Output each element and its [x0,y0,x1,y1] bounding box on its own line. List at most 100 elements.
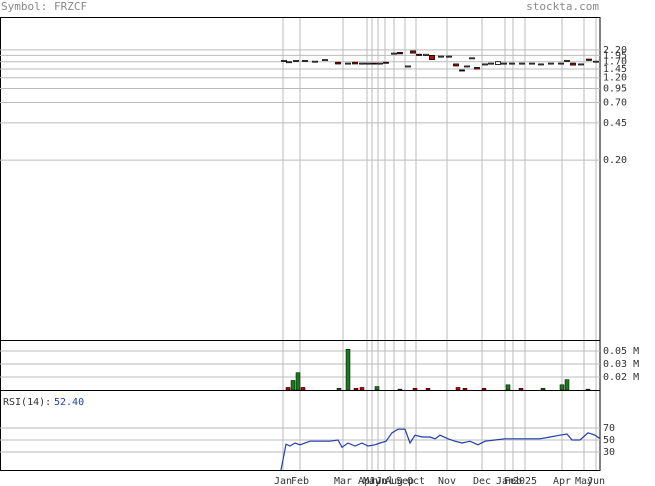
volume-bar [540,388,546,391]
volume-bar [295,372,301,391]
x-tick-label: Jun [587,476,605,486]
volume-bar [397,388,403,391]
y-tick-label: 0.02 M [603,372,639,383]
panel-frame [0,390,601,471]
candle-body [281,59,287,62]
candle-body [405,65,411,68]
candle-body [578,63,584,66]
y-tick-label: 2.20 [603,45,627,56]
x-tick-label: Aug [385,476,403,486]
x-tick-label: Feb [291,476,309,486]
candle-body [529,62,535,65]
x-tick-label: Apr [553,476,571,486]
y-tick-label: 0.45 [603,118,627,129]
x-tick-label: Dec [473,476,491,486]
candle-body [345,62,351,65]
candle-body [312,60,318,63]
y-tick-label: 0.95 [603,83,627,94]
y-tick-label: 1.95 [603,50,627,61]
candle-body [586,58,592,61]
x-tick-label: May [575,476,593,486]
x-tick-label: Jun [369,476,387,486]
x-tick-label: Jan [496,476,514,486]
y-tick-label: 0.20 [603,155,627,166]
y-tick-label: 1.70 [603,57,627,68]
y-tick-label: 0.05 M [603,346,639,357]
candle-body [459,69,465,72]
candle-body [564,59,570,62]
volume-bar [412,388,418,391]
candle-body [464,65,470,68]
candle-body [322,59,328,62]
candle-body [570,62,576,66]
volume-bar [425,388,431,391]
volume-bar [481,388,487,391]
candle-body [501,62,507,65]
candle-body [410,50,416,54]
volume-bar [290,380,296,391]
x-tick-label: Apr [358,476,376,486]
candle-body [593,60,599,63]
candle-body [469,57,475,60]
volume-bar [455,387,461,391]
candle-body [391,52,397,55]
volume-bar [585,388,591,391]
volume-bar [336,388,342,391]
volume-bar [359,387,365,391]
candle-body [429,55,435,61]
volume-bar [505,384,511,391]
rsi-line [280,428,601,471]
y-tick-label: 30 [603,447,615,458]
x-tick-label: Mar [334,476,352,486]
y-tick-label: 1.45 [603,64,627,75]
volume-bar [559,384,565,391]
rsi-title: RSI(14): [3,397,51,408]
candle-body [509,62,515,65]
candle-body [286,61,292,64]
volume-bar [374,386,380,391]
candle-body [359,62,365,65]
candle-body [423,53,429,56]
panels: 2.201.951.701.451.200.95 0.70 0.45 0.20 0.05… [0,17,639,486]
candle-body [335,61,341,65]
y-tick-label: 0.03 M [603,359,639,370]
y-tick-label: 50 [603,435,615,446]
x-tick-label: Jul [376,476,394,486]
volume-bar [300,387,306,391]
candle-body [416,53,422,56]
y-tick-label: 0.70 [603,98,627,109]
symbol-label: Symbol: FRZCF [1,0,87,13]
x-tick-label: Feb [504,476,522,486]
candle-body [293,59,299,62]
candle-body [558,62,564,65]
x-tick-label: Nov [438,476,456,486]
candle-body [365,62,371,65]
candle-body [352,61,358,65]
candle-body [474,67,480,70]
candle-body [377,62,383,65]
candle-body [446,55,452,58]
candle-body [482,63,488,66]
volume-bar [345,348,351,391]
candle-body [519,62,525,65]
candle-body [495,61,501,65]
x-tick-label: Jan [274,476,292,486]
candle-body [453,63,459,67]
x-tick-label: Sep [396,476,414,486]
candle-body [397,52,403,55]
volume-bar [564,379,570,391]
y-tick-label: 1.20 [603,73,627,84]
candle-body [538,63,544,66]
rsi-last-value: 52.40 [54,397,84,408]
x-tick-label: Oct [407,476,425,486]
volume-bar [462,388,468,391]
site-label: stockta.com [526,0,599,13]
candle-body [383,61,389,64]
candle-body [488,62,494,65]
volume-bar [518,388,524,391]
y-tick-label: 70 [603,423,615,434]
candle-body [548,62,554,65]
x-tick-label: May [363,476,381,486]
x-tick-label: 2025 [513,476,537,486]
